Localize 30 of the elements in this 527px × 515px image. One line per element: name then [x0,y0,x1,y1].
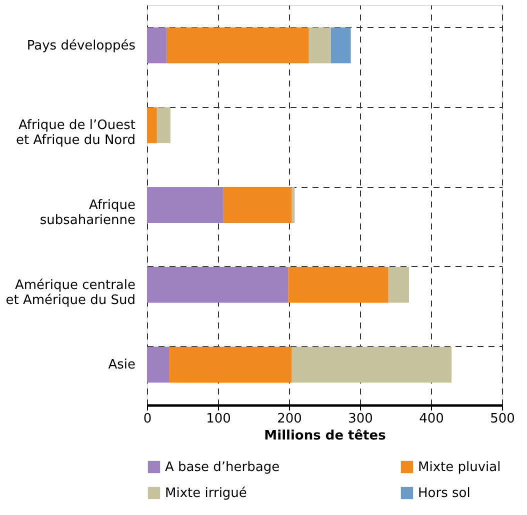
bar [308,27,331,64]
bar [388,266,409,303]
x-tick-label: 0 [143,412,152,426]
bar [147,27,167,64]
y-tick-label: Pays développés [26,38,136,54]
bar [147,187,224,223]
bar [147,346,170,383]
bar [166,27,309,64]
y-tick-label: Amérique centrale et Amérique du Sud [6,278,136,308]
x-tick-label: 400 [419,412,444,426]
legend-label: Hors sol [418,486,470,501]
y-tick-label: Afrique de l’Ouest et Afrique du Nord [16,118,136,148]
bar [330,27,351,64]
y-tick-label: Asie [108,358,136,373]
x-tick-label: 100 [206,412,231,426]
bar [147,107,157,144]
x-tick-label: 300 [348,412,373,426]
x-axis-title: Millions de têtes [264,428,386,444]
bar [156,107,170,144]
bar [288,266,388,303]
legend-label: Mixte irrigué [165,486,247,501]
bar [169,346,292,383]
bar [224,187,292,223]
y-tick-label: Afrique subsaharienne [40,198,136,228]
x-tick-label: 200 [277,412,302,426]
bar [147,266,288,303]
bar [292,346,452,383]
legend-label: A base d’herbage [165,460,280,475]
legend-label: Mixte pluvial [418,460,501,475]
x-tick-label: 500 [490,412,515,426]
